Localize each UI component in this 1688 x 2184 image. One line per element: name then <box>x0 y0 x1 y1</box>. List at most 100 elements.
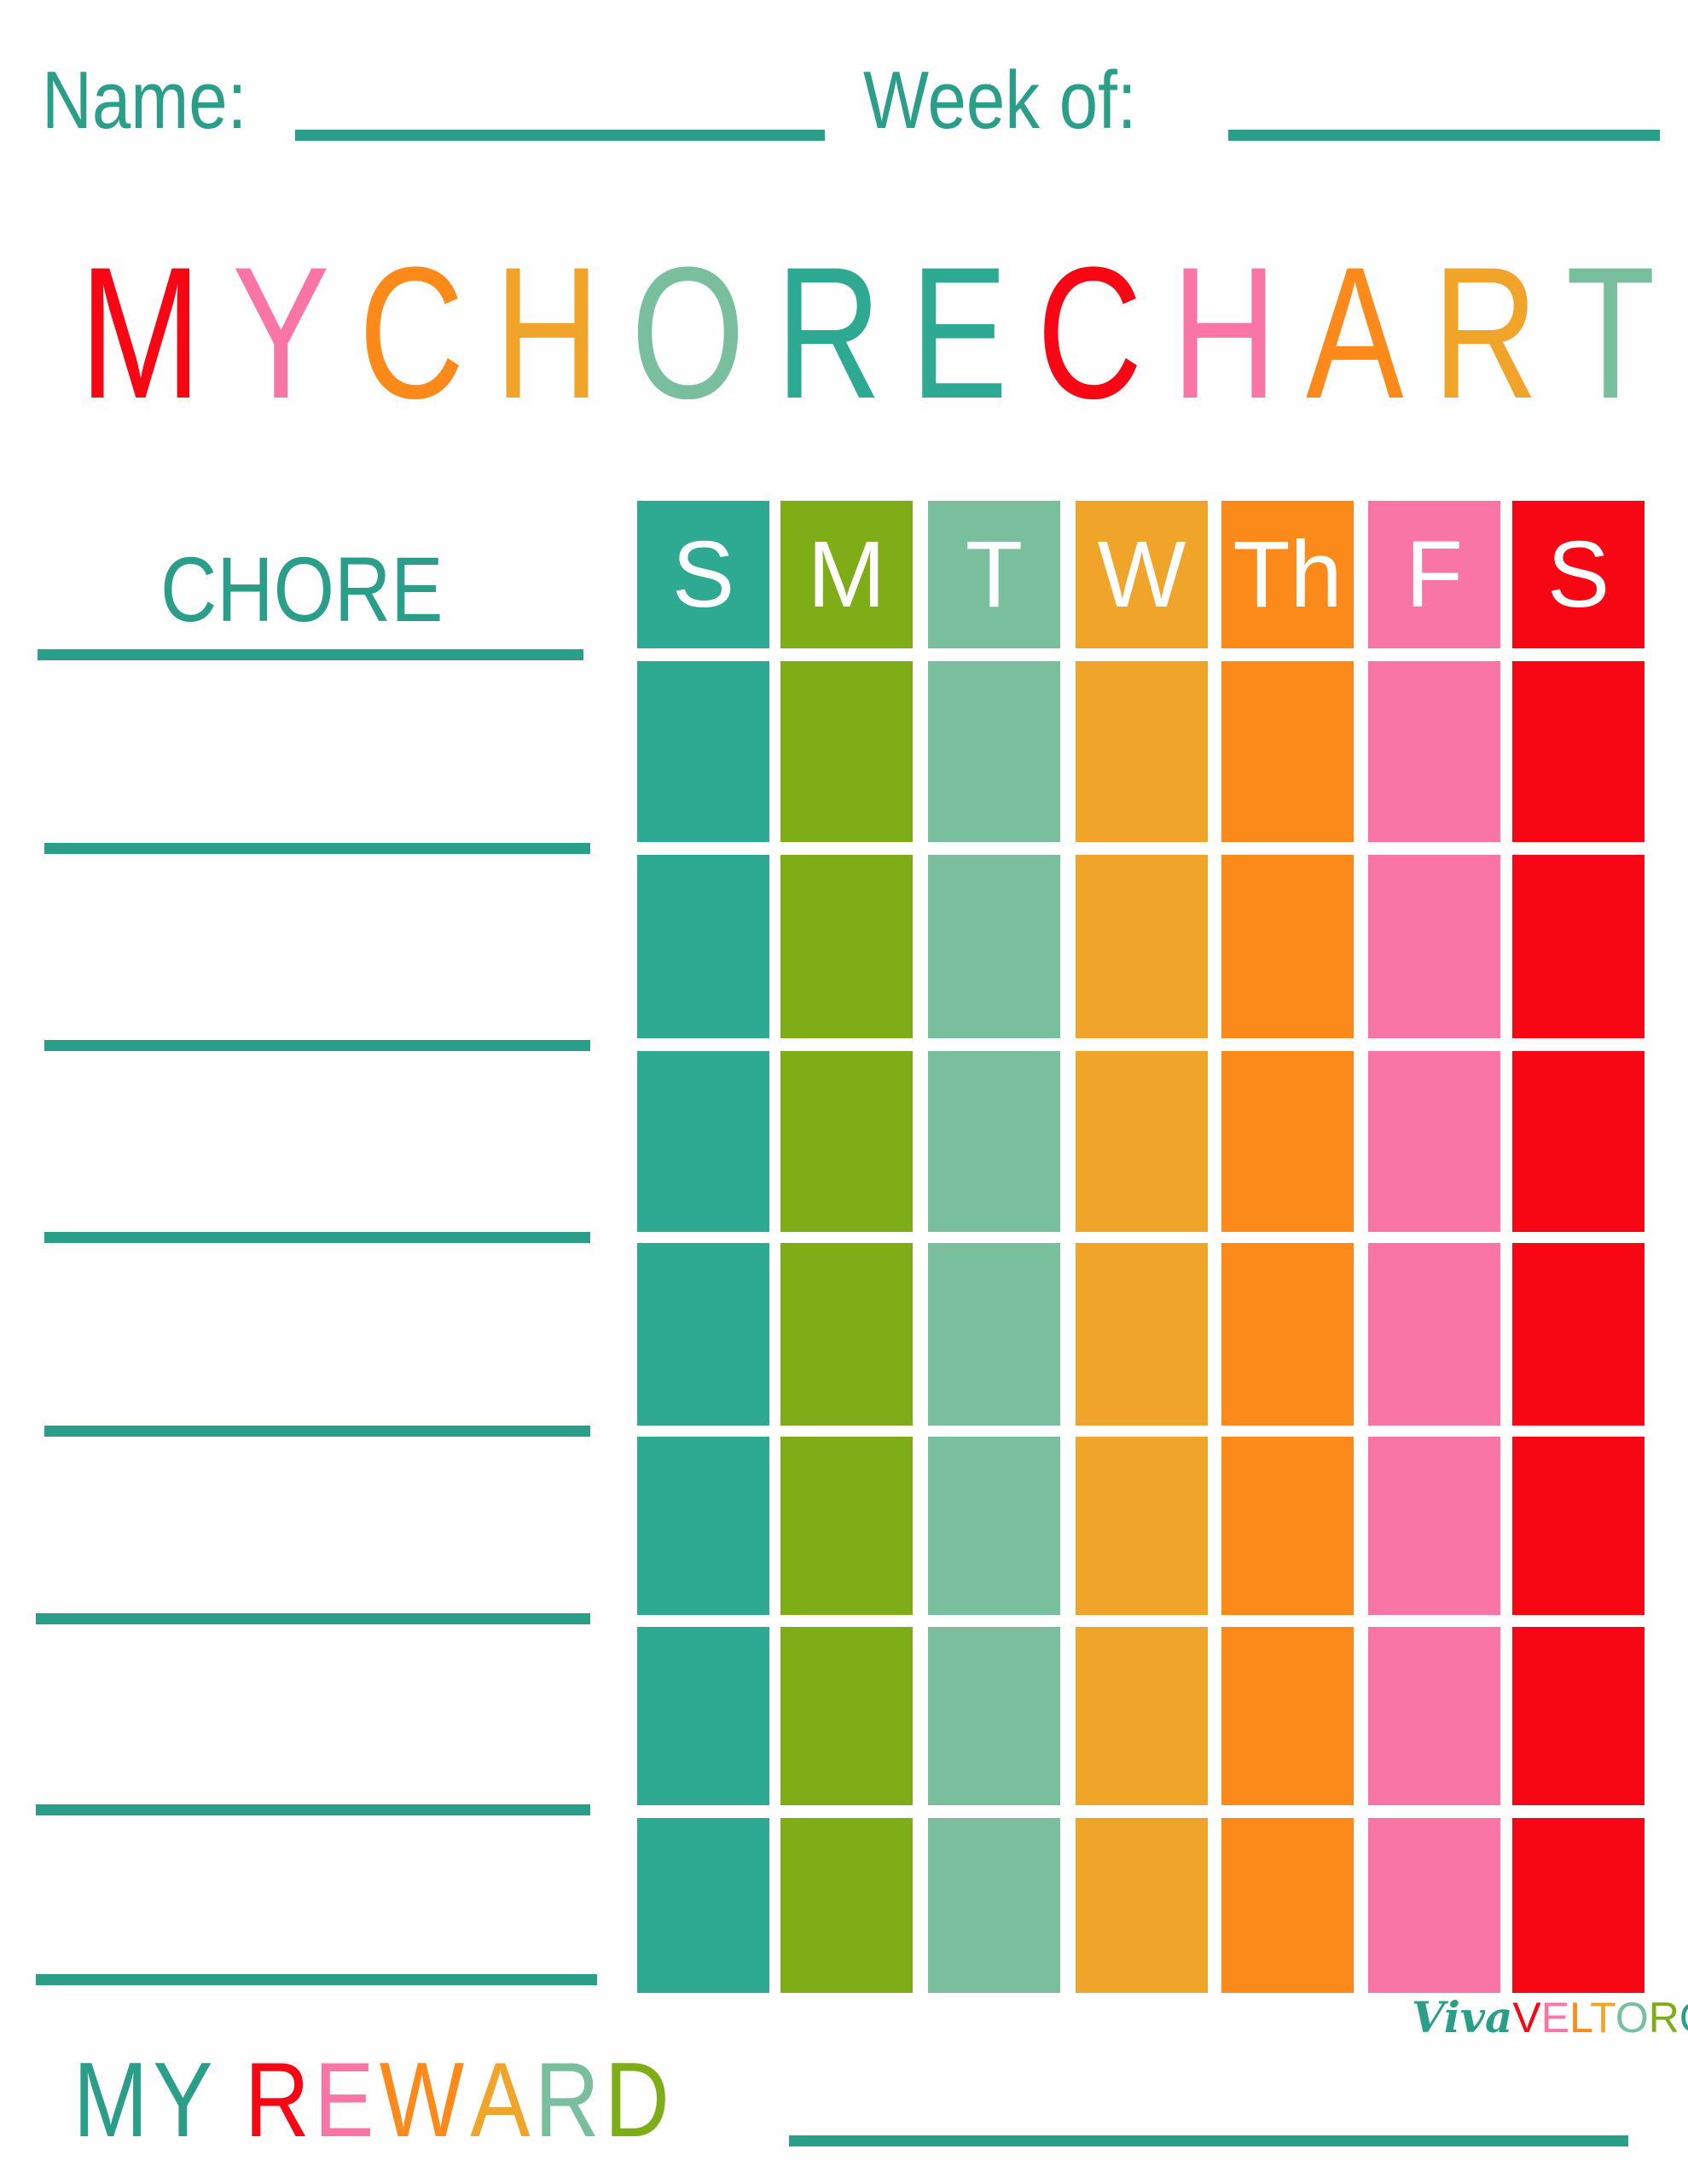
check-cell[interactable] <box>780 1437 913 1615</box>
check-cell[interactable] <box>1368 855 1500 1038</box>
title-letter: E <box>909 228 1008 438</box>
title-letter: C <box>358 228 465 438</box>
logo-letter: O <box>1679 1994 1688 2042</box>
reward-field-line[interactable] <box>789 2135 1628 2146</box>
name-label: Name: <box>42 55 247 146</box>
check-cell[interactable] <box>1076 855 1208 1038</box>
check-cell[interactable] <box>1512 661 1644 842</box>
check-cell[interactable] <box>1368 1818 1500 1993</box>
title-letter: H <box>494 228 600 438</box>
day-header-2: T <box>928 501 1060 648</box>
check-cell[interactable] <box>928 1627 1060 1805</box>
title-letter: C <box>1036 228 1142 438</box>
check-cell[interactable] <box>1512 1437 1644 1615</box>
check-cell[interactable] <box>1368 1627 1500 1805</box>
check-cell[interactable] <box>637 1437 769 1615</box>
day-header-4: Th <box>1221 501 1354 648</box>
check-cell[interactable] <box>1512 1627 1644 1805</box>
my-reward-label: MY REWARD <box>67 2042 670 2159</box>
title-letter: O <box>630 228 745 438</box>
check-cell[interactable] <box>1076 661 1208 842</box>
check-cell[interactable] <box>780 1051 913 1232</box>
check-cell[interactable] <box>1221 855 1354 1038</box>
check-cell[interactable] <box>1221 1051 1354 1232</box>
day-header-1: M <box>780 501 913 648</box>
chore-entry-line[interactable] <box>44 1426 590 1437</box>
day-header-6: S <box>1512 501 1644 648</box>
check-cell[interactable] <box>928 1051 1060 1232</box>
title-letter: R <box>775 228 882 438</box>
reward-letter: Y <box>153 2042 213 2159</box>
logo-letter: E <box>1540 1994 1570 2042</box>
check-cell[interactable] <box>1221 1243 1354 1426</box>
day-header-3: W <box>1076 501 1208 648</box>
check-cell[interactable] <box>780 1243 913 1426</box>
check-cell[interactable] <box>780 855 913 1038</box>
title-letter: Y <box>232 228 330 438</box>
logo-letter: T <box>1590 1994 1615 2042</box>
check-cell[interactable] <box>1368 1051 1500 1232</box>
logo-letter: V <box>1512 1994 1541 2042</box>
check-cell[interactable] <box>1512 1818 1644 1993</box>
title-letter: T <box>1565 228 1656 438</box>
check-cell[interactable] <box>637 855 769 1038</box>
chore-entry-line[interactable] <box>36 1613 590 1624</box>
check-cell[interactable] <box>1076 1818 1208 1993</box>
check-cell[interactable] <box>1221 1818 1354 1993</box>
check-cell[interactable] <box>1076 1243 1208 1426</box>
check-cell[interactable] <box>1221 1437 1354 1615</box>
check-cell[interactable] <box>780 661 913 842</box>
title-letter: M <box>79 228 202 438</box>
day-header-5: F <box>1368 501 1500 648</box>
check-cell[interactable] <box>1076 1051 1208 1232</box>
reward-letter: W <box>380 2042 465 2159</box>
week-of-field-line[interactable] <box>1228 130 1660 141</box>
logo-letter: R <box>1648 1994 1679 2042</box>
logo-viva: Viva <box>1412 1992 1513 2042</box>
check-cell[interactable] <box>1368 1243 1500 1426</box>
name-field-line[interactable] <box>295 130 825 141</box>
title-letter: H <box>1171 228 1278 438</box>
reward-letter: M <box>73 2042 148 2159</box>
check-cell[interactable] <box>1221 1627 1354 1805</box>
chore-entry-line[interactable] <box>36 1804 590 1815</box>
title-letter: A <box>1306 228 1404 438</box>
check-cell[interactable] <box>928 1243 1060 1426</box>
check-cell[interactable] <box>637 661 769 842</box>
chore-column-header: CHORE <box>160 537 444 641</box>
check-cell[interactable] <box>1512 855 1644 1038</box>
chore-entry-line[interactable] <box>44 1040 590 1051</box>
check-cell[interactable] <box>928 661 1060 842</box>
check-cell[interactable] <box>637 1818 769 1993</box>
check-cell[interactable] <box>637 1243 769 1426</box>
check-cell[interactable] <box>780 1818 913 1993</box>
reward-letter: E <box>313 2042 374 2159</box>
reward-letter: R <box>244 2042 310 2159</box>
viva-veltoro-logo: VivaVELTORO <box>1412 1992 1688 2042</box>
check-cell[interactable] <box>1368 1437 1500 1615</box>
chore-header-underline <box>38 649 583 660</box>
chore-entry-line[interactable] <box>44 843 590 854</box>
check-cell[interactable] <box>928 855 1060 1038</box>
check-cell[interactable] <box>928 1437 1060 1615</box>
check-cell[interactable] <box>1512 1243 1644 1426</box>
title-letter: R <box>1432 228 1539 438</box>
chore-entry-line[interactable] <box>44 1232 590 1243</box>
check-cell[interactable] <box>1368 661 1500 842</box>
chore-entry-line[interactable] <box>36 1974 597 1985</box>
check-cell[interactable] <box>1076 1627 1208 1805</box>
logo-letter: O <box>1615 1994 1649 2042</box>
reward-letter: A <box>470 2042 531 2159</box>
check-cell[interactable] <box>928 1818 1060 1993</box>
logo-letter: L <box>1569 1994 1591 2042</box>
check-cell[interactable] <box>780 1627 913 1805</box>
check-cell[interactable] <box>1512 1051 1644 1232</box>
check-cell[interactable] <box>1076 1437 1208 1615</box>
check-cell[interactable] <box>637 1627 769 1805</box>
week-of-label: Week of: <box>863 55 1137 146</box>
reward-letter: R <box>534 2042 600 2159</box>
day-header-0: S <box>637 501 769 648</box>
check-cell[interactable] <box>1221 661 1354 842</box>
check-cell[interactable] <box>637 1051 769 1232</box>
